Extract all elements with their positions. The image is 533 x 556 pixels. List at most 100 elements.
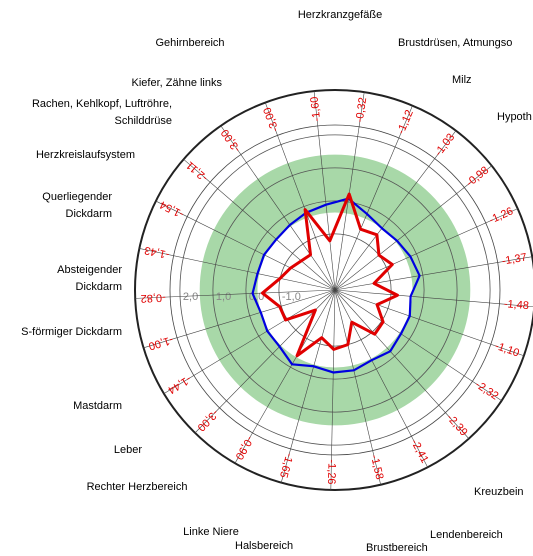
grid-ring bbox=[212, 167, 458, 413]
category-line: Milz bbox=[452, 74, 472, 86]
category-label: S-förmiger Dickdarm bbox=[21, 326, 122, 338]
category-line: Herzkranzgefäße bbox=[298, 9, 382, 21]
spoke bbox=[330, 289, 336, 490]
category-line: Rechter Herzbereich bbox=[87, 481, 188, 493]
spoke bbox=[334, 289, 428, 468]
spoke bbox=[334, 256, 533, 291]
category-label: Linke Niere bbox=[183, 526, 239, 538]
axis-value-label: -1,44 bbox=[166, 373, 194, 396]
category-label: Brustbereich bbox=[366, 542, 428, 554]
category-label: Herzkreislaufsystem bbox=[36, 149, 135, 161]
category-label: Halsbereich bbox=[235, 540, 293, 552]
spoke bbox=[334, 165, 492, 291]
series-line bbox=[260, 192, 399, 358]
category-label: Rachen, Kehlkopf, Luftröhre, Schilddrüse bbox=[32, 98, 172, 127]
axis-value-label: -1,26 bbox=[325, 459, 338, 484]
spoke bbox=[163, 289, 336, 394]
spoke bbox=[234, 289, 336, 464]
grid-ring bbox=[245, 200, 425, 380]
category-line: Dickdarm bbox=[66, 208, 112, 220]
axis-value-label: -1,48 bbox=[503, 298, 529, 312]
category-line: Absteigender bbox=[57, 264, 122, 276]
category-line: Brustdrüsen, Atmungso bbox=[398, 37, 512, 49]
category-label: Brustdrüsen, Atmungso bbox=[398, 37, 512, 49]
grid-ring bbox=[278, 233, 392, 347]
category-line: Brustbereich bbox=[366, 542, 428, 554]
axis-value-label: -1,65 bbox=[277, 452, 295, 479]
category-line: Querliegender bbox=[42, 191, 112, 203]
category-line: S-förmiger Dickdarm bbox=[21, 326, 122, 338]
outer-ring bbox=[134, 89, 533, 491]
spoke bbox=[220, 125, 336, 291]
spoke bbox=[143, 289, 336, 349]
category-line: Rachen, Kehlkopf, Luftröhre, bbox=[32, 98, 172, 110]
axis-value-label: -2,32 bbox=[473, 379, 501, 403]
spoke bbox=[334, 289, 470, 439]
axis-value-label: -1,43 bbox=[143, 244, 170, 261]
category-line: Kreuzbein bbox=[474, 486, 524, 498]
spoke bbox=[334, 289, 381, 485]
category-line: Dickdarm bbox=[76, 281, 122, 293]
spoke bbox=[334, 289, 533, 307]
axis-value-label: -1,37 bbox=[501, 252, 528, 268]
spoke bbox=[280, 289, 336, 483]
axis-value-label: -1,10 bbox=[493, 340, 521, 360]
spoke bbox=[334, 208, 518, 291]
r-tick-label: 1,0 bbox=[216, 291, 231, 303]
spoke bbox=[155, 200, 336, 291]
axis-value-label: -3,00 bbox=[261, 106, 281, 134]
series-line bbox=[251, 197, 421, 374]
spoke bbox=[334, 105, 413, 291]
category-line: Kiefer, Zähne links bbox=[132, 77, 223, 89]
spoke bbox=[334, 289, 502, 401]
category-line: Linke Niere bbox=[183, 526, 239, 538]
category-label: Lendenbereich bbox=[430, 529, 503, 541]
spoke bbox=[265, 102, 336, 291]
axis-value-label: -1,58 bbox=[368, 454, 385, 481]
category-label: Mastdarm bbox=[73, 400, 122, 412]
category-label: Kreuzbein bbox=[474, 486, 524, 498]
category-line: Halsbereich bbox=[235, 540, 293, 552]
axis-value-label: -0,98 bbox=[464, 164, 491, 189]
axis-value-label: -1,12 bbox=[395, 108, 416, 136]
category-line: Schilddrüse bbox=[115, 115, 172, 127]
spoke bbox=[135, 289, 336, 299]
category-label: Kiefer, Zähne links bbox=[132, 77, 223, 89]
spoke bbox=[183, 159, 336, 291]
category-line: Gehirnbereich bbox=[155, 37, 224, 49]
grid-ring bbox=[179, 134, 491, 446]
spoke bbox=[334, 289, 524, 357]
axis-value-label: -3,00 bbox=[219, 127, 243, 154]
axis-value-label: -2,11 bbox=[184, 159, 210, 184]
category-line: Hypoth bbox=[497, 111, 532, 123]
spoke bbox=[313, 91, 336, 291]
axis-value-label: -1,00 bbox=[147, 333, 174, 352]
category-label: Gehirnbereich bbox=[155, 37, 224, 49]
axis-value-label: -2,41 bbox=[408, 437, 430, 465]
axis-value-label: -0,32 bbox=[354, 97, 370, 124]
axis-value-label: -1,54 bbox=[158, 198, 186, 220]
axis-value-label: -0,82 bbox=[140, 291, 166, 304]
label-ring bbox=[169, 124, 501, 456]
axis-value-label: -0,90 bbox=[233, 434, 256, 462]
spoke bbox=[334, 130, 457, 291]
category-line: Leber bbox=[114, 444, 142, 456]
axis-value-label: -1,26 bbox=[487, 205, 515, 226]
category-label: Leber bbox=[114, 444, 142, 456]
spoke bbox=[334, 92, 365, 291]
axis-value-label: -1,60 bbox=[309, 96, 324, 122]
axis-value-label: -2,39 bbox=[444, 412, 470, 439]
r-tick-label: 2,0 bbox=[183, 291, 198, 303]
category-label: Milz bbox=[452, 74, 472, 86]
band bbox=[199, 154, 471, 426]
r-tick-label: -1,0 bbox=[282, 291, 301, 303]
category-line: Mastdarm bbox=[73, 400, 122, 412]
category-line: Herzkreislaufsystem bbox=[36, 149, 135, 161]
category-label: Herzkranzgefäße bbox=[298, 9, 382, 21]
category-label: Hypoth bbox=[497, 111, 532, 123]
category-label: Absteigender Dickdarm bbox=[57, 264, 122, 293]
category-line: Lendenbereich bbox=[430, 529, 503, 541]
spoke bbox=[139, 248, 336, 291]
axis-value-label: -1,03 bbox=[433, 131, 458, 158]
